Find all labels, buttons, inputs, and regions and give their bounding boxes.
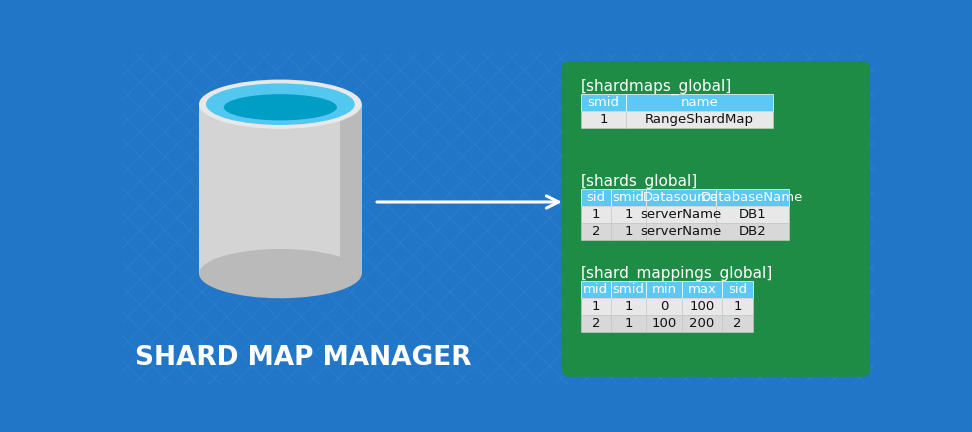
Bar — [610, 206, 646, 223]
Polygon shape — [199, 104, 362, 273]
Text: sid: sid — [586, 191, 606, 204]
Bar — [716, 206, 788, 223]
Text: name: name — [680, 96, 718, 109]
Bar — [646, 223, 716, 240]
Text: smid: smid — [612, 283, 644, 296]
Bar — [581, 281, 610, 298]
Text: 100: 100 — [689, 300, 714, 313]
FancyBboxPatch shape — [562, 61, 870, 377]
Text: 1: 1 — [592, 300, 600, 313]
Bar — [716, 189, 788, 206]
Text: smid: smid — [612, 191, 644, 204]
Bar — [681, 281, 722, 298]
Text: max: max — [687, 283, 716, 296]
Text: serverName: serverName — [641, 225, 721, 238]
Ellipse shape — [206, 83, 355, 125]
Text: 1: 1 — [600, 113, 608, 126]
Text: sid: sid — [728, 283, 747, 296]
Text: 1: 1 — [624, 317, 633, 330]
Text: mid: mid — [583, 283, 608, 296]
Text: 200: 200 — [689, 317, 714, 330]
Bar — [681, 298, 722, 315]
Bar — [626, 111, 774, 128]
Text: 1: 1 — [624, 300, 633, 313]
Text: Datasource: Datasource — [643, 191, 719, 204]
Bar — [581, 94, 626, 111]
Bar — [610, 281, 646, 298]
Bar — [722, 281, 753, 298]
Text: 0: 0 — [660, 300, 668, 313]
Bar — [581, 315, 610, 332]
Text: smid: smid — [587, 96, 619, 109]
Text: 2: 2 — [592, 225, 600, 238]
Bar — [646, 281, 681, 298]
Text: min: min — [651, 283, 677, 296]
Text: 1: 1 — [624, 225, 633, 238]
Bar — [681, 315, 722, 332]
Text: DatabaseName: DatabaseName — [701, 191, 804, 204]
Text: [shardmaps_global]: [shardmaps_global] — [581, 79, 732, 95]
Bar — [722, 315, 753, 332]
Bar — [646, 189, 716, 206]
Ellipse shape — [199, 79, 362, 129]
Bar — [610, 189, 646, 206]
Bar — [716, 223, 788, 240]
Text: 1: 1 — [624, 208, 633, 221]
Text: DB1: DB1 — [739, 208, 766, 221]
Bar — [581, 298, 610, 315]
Bar — [581, 111, 626, 128]
Bar — [646, 206, 716, 223]
Text: 100: 100 — [651, 317, 677, 330]
Text: 1: 1 — [592, 208, 600, 221]
Ellipse shape — [199, 249, 362, 298]
Bar — [610, 298, 646, 315]
Bar — [646, 298, 681, 315]
Text: 2: 2 — [592, 317, 600, 330]
Bar — [581, 206, 610, 223]
Bar — [626, 94, 774, 111]
Text: serverName: serverName — [641, 208, 721, 221]
Text: RangeShardMap: RangeShardMap — [645, 113, 754, 126]
Bar — [610, 315, 646, 332]
Bar — [610, 223, 646, 240]
Bar — [646, 315, 681, 332]
Text: [shard_mappings_global]: [shard_mappings_global] — [581, 266, 774, 282]
Text: 1: 1 — [734, 300, 742, 313]
Bar — [722, 298, 753, 315]
Text: SHARD MAP MANAGER: SHARD MAP MANAGER — [135, 346, 472, 372]
Bar — [581, 223, 610, 240]
Bar — [581, 189, 610, 206]
Text: DB2: DB2 — [739, 225, 766, 238]
Polygon shape — [340, 104, 362, 273]
Text: 2: 2 — [734, 317, 742, 330]
Text: [shards_global]: [shards_global] — [581, 174, 698, 190]
Ellipse shape — [224, 94, 337, 121]
